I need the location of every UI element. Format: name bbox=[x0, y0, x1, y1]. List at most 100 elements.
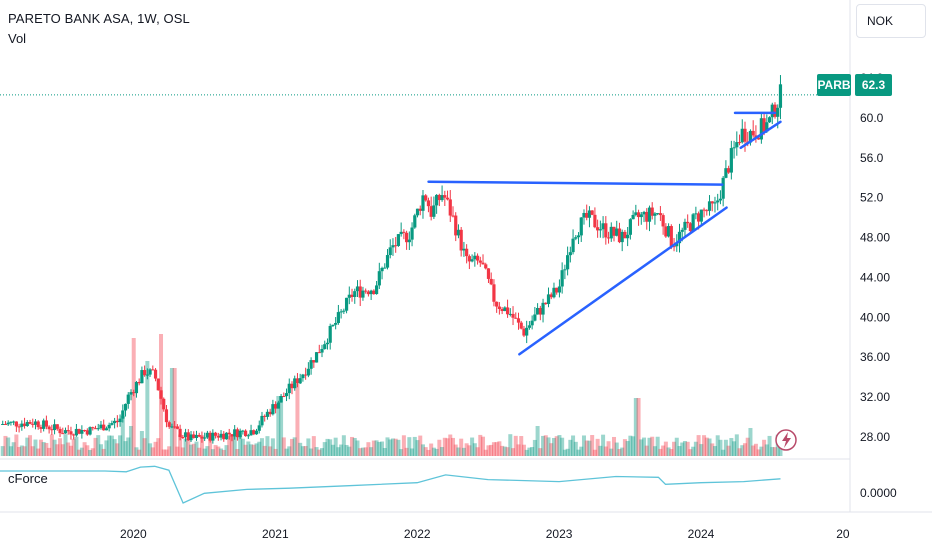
volume-bar bbox=[431, 447, 436, 456]
volume-bar bbox=[655, 436, 660, 456]
candle bbox=[394, 236, 398, 253]
currency-button[interactable]: NOK bbox=[856, 4, 926, 38]
volume-bar bbox=[456, 447, 461, 456]
candle bbox=[342, 308, 346, 314]
candle bbox=[713, 196, 717, 213]
volume-bar bbox=[497, 441, 502, 456]
candle bbox=[219, 430, 223, 441]
alert-icon[interactable] bbox=[775, 429, 797, 451]
candle bbox=[3, 421, 8, 426]
volume-bar bbox=[17, 446, 22, 456]
volume-bar bbox=[96, 435, 101, 456]
volume-bar bbox=[219, 448, 224, 456]
candle bbox=[519, 320, 523, 330]
support-trendline[interactable] bbox=[518, 206, 728, 356]
volume-bar bbox=[609, 448, 614, 456]
volume-bar bbox=[519, 436, 524, 456]
candle bbox=[197, 432, 201, 438]
candle bbox=[683, 218, 687, 237]
volume-bar bbox=[470, 437, 475, 456]
candle bbox=[669, 224, 673, 250]
candle bbox=[126, 392, 130, 409]
volume-bar bbox=[581, 435, 586, 456]
volume-bar bbox=[178, 434, 183, 456]
volume-bar bbox=[751, 445, 756, 456]
volume-bar bbox=[30, 446, 35, 456]
candle bbox=[164, 404, 169, 428]
candle bbox=[533, 306, 537, 322]
volume-bar bbox=[0, 446, 5, 456]
candle bbox=[235, 427, 240, 441]
volume-bar bbox=[486, 445, 491, 456]
volume-bar bbox=[139, 431, 144, 456]
candle bbox=[527, 321, 532, 330]
volume-bar bbox=[481, 436, 486, 456]
candle bbox=[99, 420, 103, 430]
candle bbox=[153, 368, 158, 382]
candle bbox=[107, 422, 111, 432]
flag-bottom-trendline[interactable] bbox=[739, 120, 782, 150]
candle bbox=[732, 140, 736, 159]
candle bbox=[615, 220, 619, 237]
candle bbox=[77, 428, 81, 435]
volume-bar bbox=[715, 435, 720, 456]
candle bbox=[721, 176, 725, 207]
candle bbox=[28, 419, 32, 425]
volume-bar bbox=[770, 447, 775, 456]
candle bbox=[737, 134, 742, 146]
volume-bar bbox=[148, 443, 153, 456]
resistance-trendline[interactable] bbox=[427, 180, 724, 186]
candle bbox=[279, 393, 283, 403]
candle bbox=[317, 344, 321, 354]
volume-bar bbox=[145, 361, 150, 456]
candle bbox=[233, 425, 237, 440]
price-candles bbox=[1, 75, 783, 444]
y-tick-label: 60.0 bbox=[860, 111, 884, 125]
volume-bar bbox=[137, 449, 142, 456]
candle bbox=[290, 381, 294, 395]
volume-bar bbox=[407, 437, 412, 456]
volume-bar bbox=[639, 439, 644, 456]
candle bbox=[347, 286, 351, 305]
volume-bar bbox=[565, 448, 570, 456]
candle bbox=[552, 282, 556, 299]
candle bbox=[601, 216, 605, 239]
volume-bar bbox=[112, 439, 117, 456]
volume-bar bbox=[396, 439, 401, 456]
candle bbox=[459, 227, 463, 257]
volume-bar bbox=[764, 444, 769, 456]
volume-bar bbox=[350, 436, 355, 456]
candle bbox=[767, 116, 772, 123]
volume-bar bbox=[682, 441, 687, 456]
candle bbox=[358, 279, 362, 307]
candle bbox=[355, 280, 360, 297]
volume-bar bbox=[377, 441, 382, 456]
volume-bar bbox=[401, 435, 406, 456]
candle bbox=[508, 308, 512, 317]
volume-bar bbox=[183, 438, 188, 456]
y-tick-label: 56.0 bbox=[860, 151, 884, 165]
candle bbox=[505, 299, 510, 318]
candle bbox=[596, 219, 600, 238]
volume-bar bbox=[44, 442, 49, 456]
volume-bar bbox=[303, 446, 308, 456]
volume-bar bbox=[415, 440, 420, 456]
candle bbox=[312, 360, 316, 368]
candle bbox=[560, 262, 564, 294]
volume-bar bbox=[3, 435, 8, 456]
volume-bar bbox=[423, 447, 428, 456]
candle bbox=[424, 194, 428, 202]
candle bbox=[173, 421, 177, 429]
volume-bar bbox=[699, 444, 704, 456]
candle bbox=[143, 365, 147, 377]
volume-bar bbox=[500, 445, 505, 456]
volume-bar bbox=[161, 449, 166, 456]
candle bbox=[282, 392, 286, 398]
volume-bar bbox=[756, 449, 761, 456]
volume-bar bbox=[524, 449, 529, 456]
volume-bar bbox=[257, 441, 262, 456]
candle bbox=[421, 189, 425, 219]
candle bbox=[265, 409, 270, 420]
candle bbox=[80, 425, 84, 439]
